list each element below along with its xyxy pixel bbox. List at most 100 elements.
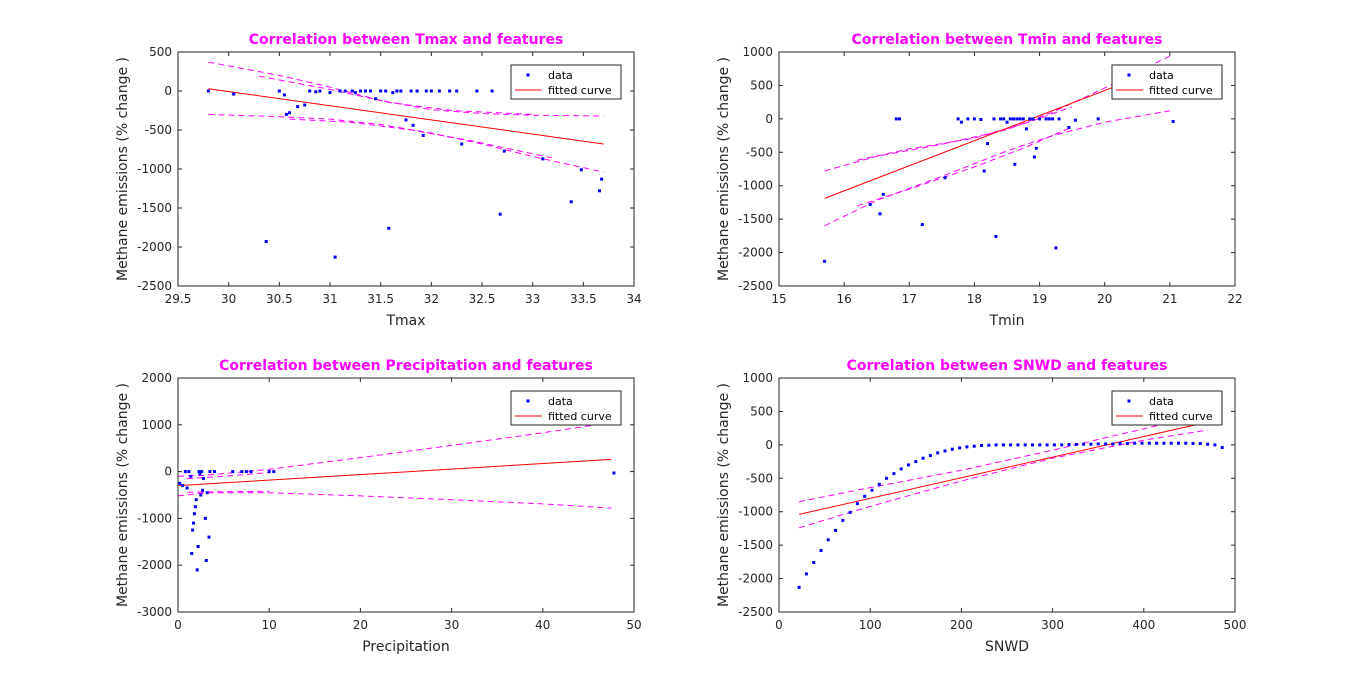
- data-point: [353, 91, 357, 95]
- y-tick-label: -1000: [137, 162, 172, 176]
- data-point: [878, 212, 882, 216]
- data-point: [1013, 162, 1017, 166]
- data-point: [868, 202, 872, 206]
- data-point: [1198, 442, 1202, 445]
- data-point: [1220, 446, 1224, 449]
- y-tick-label: -2500: [738, 279, 773, 293]
- data-point: [914, 460, 918, 464]
- data-point: [328, 91, 332, 95]
- legend-box: [510, 390, 622, 426]
- x-tick-label: 32.5: [469, 292, 496, 306]
- data-point: [1012, 117, 1015, 121]
- y-axis-label: Methane emissions (% change ): [115, 383, 131, 607]
- data-point: [1171, 120, 1175, 123]
- data-point: [264, 240, 268, 243]
- data-point: [314, 90, 318, 94]
- confidence-bound-line: [187, 472, 270, 480]
- data-point: [598, 189, 601, 193]
- data-point: [197, 470, 201, 474]
- data-point: [877, 482, 881, 486]
- data-point: [819, 549, 823, 552]
- data-point: [994, 235, 998, 238]
- data-point: [1206, 442, 1210, 446]
- data-point: [387, 226, 391, 230]
- data-point: [415, 89, 419, 93]
- data-point: [848, 510, 852, 514]
- data-point: [965, 445, 969, 449]
- data-point: [972, 117, 976, 121]
- x-tick-label: 16: [837, 292, 852, 306]
- y-tick-label: 0: [765, 112, 773, 126]
- data-point: [950, 447, 954, 451]
- data-point: [1140, 441, 1144, 445]
- data-point: [936, 451, 940, 455]
- chart-0: Correlation between Tmax and features 29.…: [115, 32, 642, 329]
- data-point: [1096, 117, 1100, 121]
- legend-box: [510, 64, 622, 100]
- data-point: [804, 572, 808, 576]
- confidence-bound-line: [824, 55, 1171, 172]
- plot-lines: [206, 61, 604, 259]
- data-point: [959, 120, 963, 124]
- x-tick-label: 20: [1097, 292, 1112, 306]
- legend-data-marker: [526, 399, 530, 403]
- x-axis-label: Tmin: [989, 313, 1025, 329]
- data-point: [277, 89, 281, 93]
- data-point: [1133, 441, 1137, 445]
- data-point: [966, 117, 970, 121]
- data-point: [892, 472, 896, 476]
- legend-fit-label: fitted curve: [1149, 84, 1213, 97]
- chart-title: Correlation between Tmin and features: [852, 32, 1163, 48]
- y-tick-label: 0: [164, 84, 172, 98]
- data-point: [1047, 117, 1051, 121]
- data-point: [1060, 443, 1064, 447]
- data-point: [490, 89, 494, 93]
- data-point: [1067, 443, 1071, 446]
- data-point: [206, 89, 210, 93]
- chart-title: Correlation between Tmax and features: [249, 32, 564, 48]
- x-tick-label: 10: [262, 618, 277, 632]
- data-point: [391, 91, 395, 95]
- y-tick-label: -1000: [137, 511, 172, 525]
- data-point: [189, 474, 193, 478]
- x-tick-label: 20: [353, 618, 368, 632]
- x-tick-label: 21: [1162, 292, 1177, 306]
- data-point: [1045, 443, 1049, 447]
- data-point: [424, 89, 428, 93]
- x-tick-label: 30.5: [266, 292, 293, 306]
- data-point: [899, 467, 903, 471]
- y-tick-label: -1000: [738, 505, 773, 519]
- x-tick-label: 40: [535, 618, 550, 632]
- data-point: [343, 89, 347, 93]
- data-point: [296, 105, 300, 109]
- y-tick-label: 0: [765, 438, 773, 452]
- y-tick-label: -3000: [137, 605, 172, 619]
- data-point: [1002, 117, 1006, 121]
- data-point: [579, 168, 583, 172]
- legend: data fitted curve: [1111, 390, 1223, 426]
- legend-data-label: data: [1149, 395, 1174, 408]
- legend: data fitted curve: [1111, 64, 1223, 100]
- x-tick-label: 0: [174, 618, 182, 632]
- plot-lines: [178, 422, 616, 572]
- data-point: [191, 528, 195, 532]
- data-point: [213, 470, 216, 474]
- data-point: [379, 89, 383, 93]
- data-point: [612, 471, 616, 475]
- data-point: [921, 456, 925, 460]
- x-tick-label: 29.5: [165, 292, 192, 306]
- data-point: [272, 470, 276, 474]
- data-point: [1044, 117, 1048, 121]
- data-point: [240, 470, 244, 474]
- confidence-bound-line: [857, 126, 1073, 207]
- y-tick-label: -1500: [738, 212, 773, 226]
- data-point: [498, 212, 502, 216]
- data-point: [178, 481, 182, 485]
- x-tick-label: 18: [967, 292, 982, 306]
- y-tick-label: -2000: [738, 246, 773, 260]
- confidence-bound-line: [208, 61, 604, 117]
- data-point: [1162, 441, 1166, 445]
- data-point: [1082, 442, 1086, 446]
- data-point: [1034, 146, 1038, 150]
- data-point: [994, 443, 998, 447]
